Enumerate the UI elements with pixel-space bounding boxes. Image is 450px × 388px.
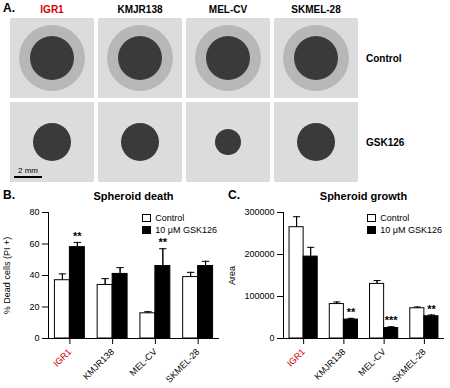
svg-text:200000: 200000 xyxy=(244,249,274,259)
html-text:C.: C. xyxy=(228,188,240,202)
svg-text:Area: Area xyxy=(227,266,237,285)
svg-text:IGR1: IGR1 xyxy=(40,4,64,15)
svg-text:**: ** xyxy=(73,230,82,242)
svg-text:A.: A. xyxy=(3,1,15,15)
svg-text:300000: 300000 xyxy=(244,207,274,217)
svg-text:0: 0 xyxy=(34,333,39,343)
html-text:Control: Control xyxy=(155,213,185,223)
svg-text:IGR1: IGR1 xyxy=(285,347,307,369)
svg-text:20: 20 xyxy=(29,302,39,312)
svg-text:100000: 100000 xyxy=(244,291,274,301)
svg-text:Control: Control xyxy=(366,53,402,64)
svg-text:***: *** xyxy=(385,314,399,326)
svg-text:60: 60 xyxy=(29,239,39,249)
html-text:Spheroid death: Spheroid death xyxy=(93,190,174,202)
svg-text:MEL-CV: MEL-CV xyxy=(209,4,248,15)
svg-text:SKMEL-28: SKMEL-28 xyxy=(164,347,202,385)
svg-text:**: ** xyxy=(159,236,168,248)
svg-text:SKMEL-28: SKMEL-28 xyxy=(390,347,428,385)
html-text:Control: Control xyxy=(380,213,410,223)
svg-text:**: ** xyxy=(427,303,436,315)
svg-text:GSK126: GSK126 xyxy=(366,137,405,148)
svg-text:MEL-CV: MEL-CV xyxy=(128,347,159,378)
html-text:10 μM GSK126: 10 μM GSK126 xyxy=(155,225,217,235)
svg-text:KMJR138: KMJR138 xyxy=(117,4,162,15)
svg-text:KMJR138: KMJR138 xyxy=(312,347,347,382)
svg-text:40: 40 xyxy=(29,270,39,280)
svg-text:SKMEL-28: SKMEL-28 xyxy=(291,4,341,15)
svg-text:MEL-CV: MEL-CV xyxy=(356,347,387,378)
svg-text:**: ** xyxy=(347,306,356,318)
html-text:10 μM GSK126: 10 μM GSK126 xyxy=(380,225,442,235)
svg-text:IGR1: IGR1 xyxy=(51,347,73,369)
svg-text:0: 0 xyxy=(269,333,274,343)
svg-text:2 mm: 2 mm xyxy=(18,166,38,175)
svg-text:80: 80 xyxy=(29,207,39,217)
svg-text:% Dead cells (PI +): % Dead cells (PI +) xyxy=(2,237,12,314)
html-text:Spheroid growth: Spheroid growth xyxy=(319,190,408,202)
svg-text:KMJR138: KMJR138 xyxy=(81,347,116,382)
html-text:B.: B. xyxy=(3,188,15,202)
